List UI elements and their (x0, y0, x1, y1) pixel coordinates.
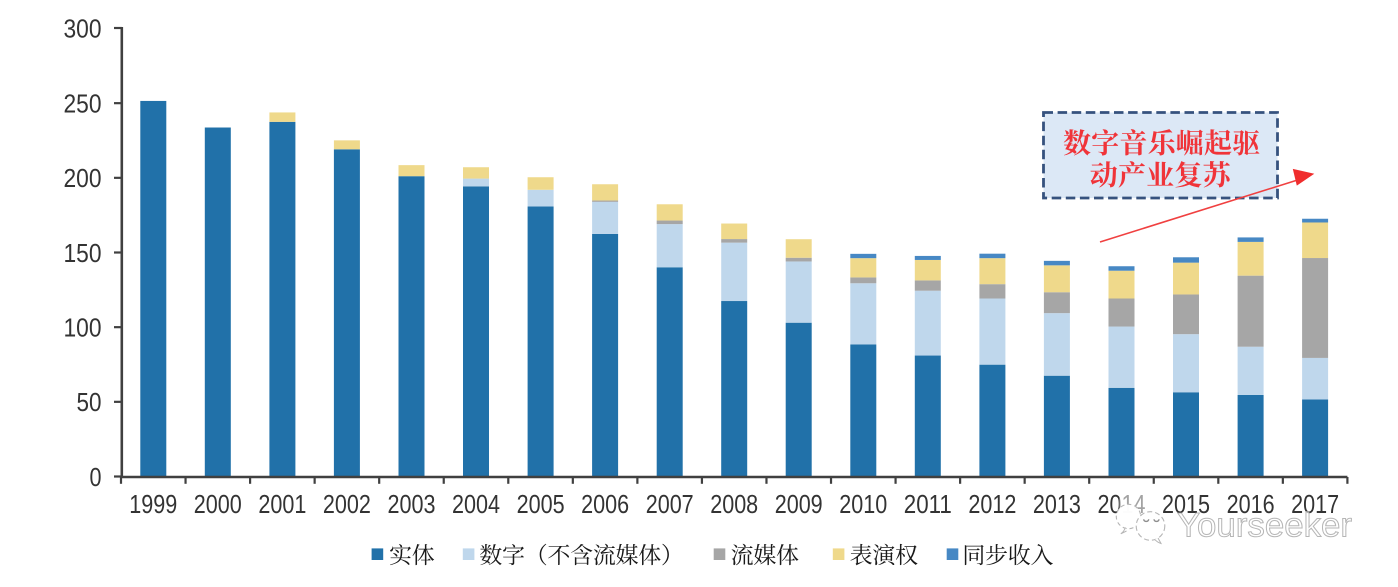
svg-text:2004: 2004 (452, 489, 500, 519)
svg-text:250: 250 (64, 88, 102, 118)
svg-text:100: 100 (64, 312, 102, 342)
svg-text:2017: 2017 (1291, 489, 1339, 519)
svg-text:2010: 2010 (839, 489, 887, 519)
svg-text:300: 300 (64, 13, 102, 43)
svg-text:2007: 2007 (646, 489, 694, 519)
svg-text:2011: 2011 (904, 489, 952, 519)
svg-text:2002: 2002 (323, 489, 371, 519)
svg-text:200: 200 (64, 163, 102, 193)
svg-text:2001: 2001 (258, 489, 306, 519)
svg-text:2000: 2000 (194, 489, 242, 519)
svg-text:2006: 2006 (581, 489, 629, 519)
svg-text:50: 50 (77, 387, 102, 417)
svg-text:150: 150 (64, 238, 102, 268)
svg-text:2015: 2015 (1162, 489, 1210, 519)
svg-text:2013: 2013 (1033, 489, 1081, 519)
svg-text:2005: 2005 (517, 489, 565, 519)
svg-text:2003: 2003 (388, 489, 436, 519)
svg-text:1999: 1999 (129, 489, 177, 519)
svg-text:0: 0 (90, 462, 102, 492)
svg-text:Yourseeker: Yourseeker (1177, 506, 1352, 544)
svg-text:2009: 2009 (775, 489, 823, 519)
svg-text:2008: 2008 (710, 489, 758, 519)
svg-text:2016: 2016 (1227, 489, 1275, 519)
svg-text:2012: 2012 (968, 489, 1016, 519)
